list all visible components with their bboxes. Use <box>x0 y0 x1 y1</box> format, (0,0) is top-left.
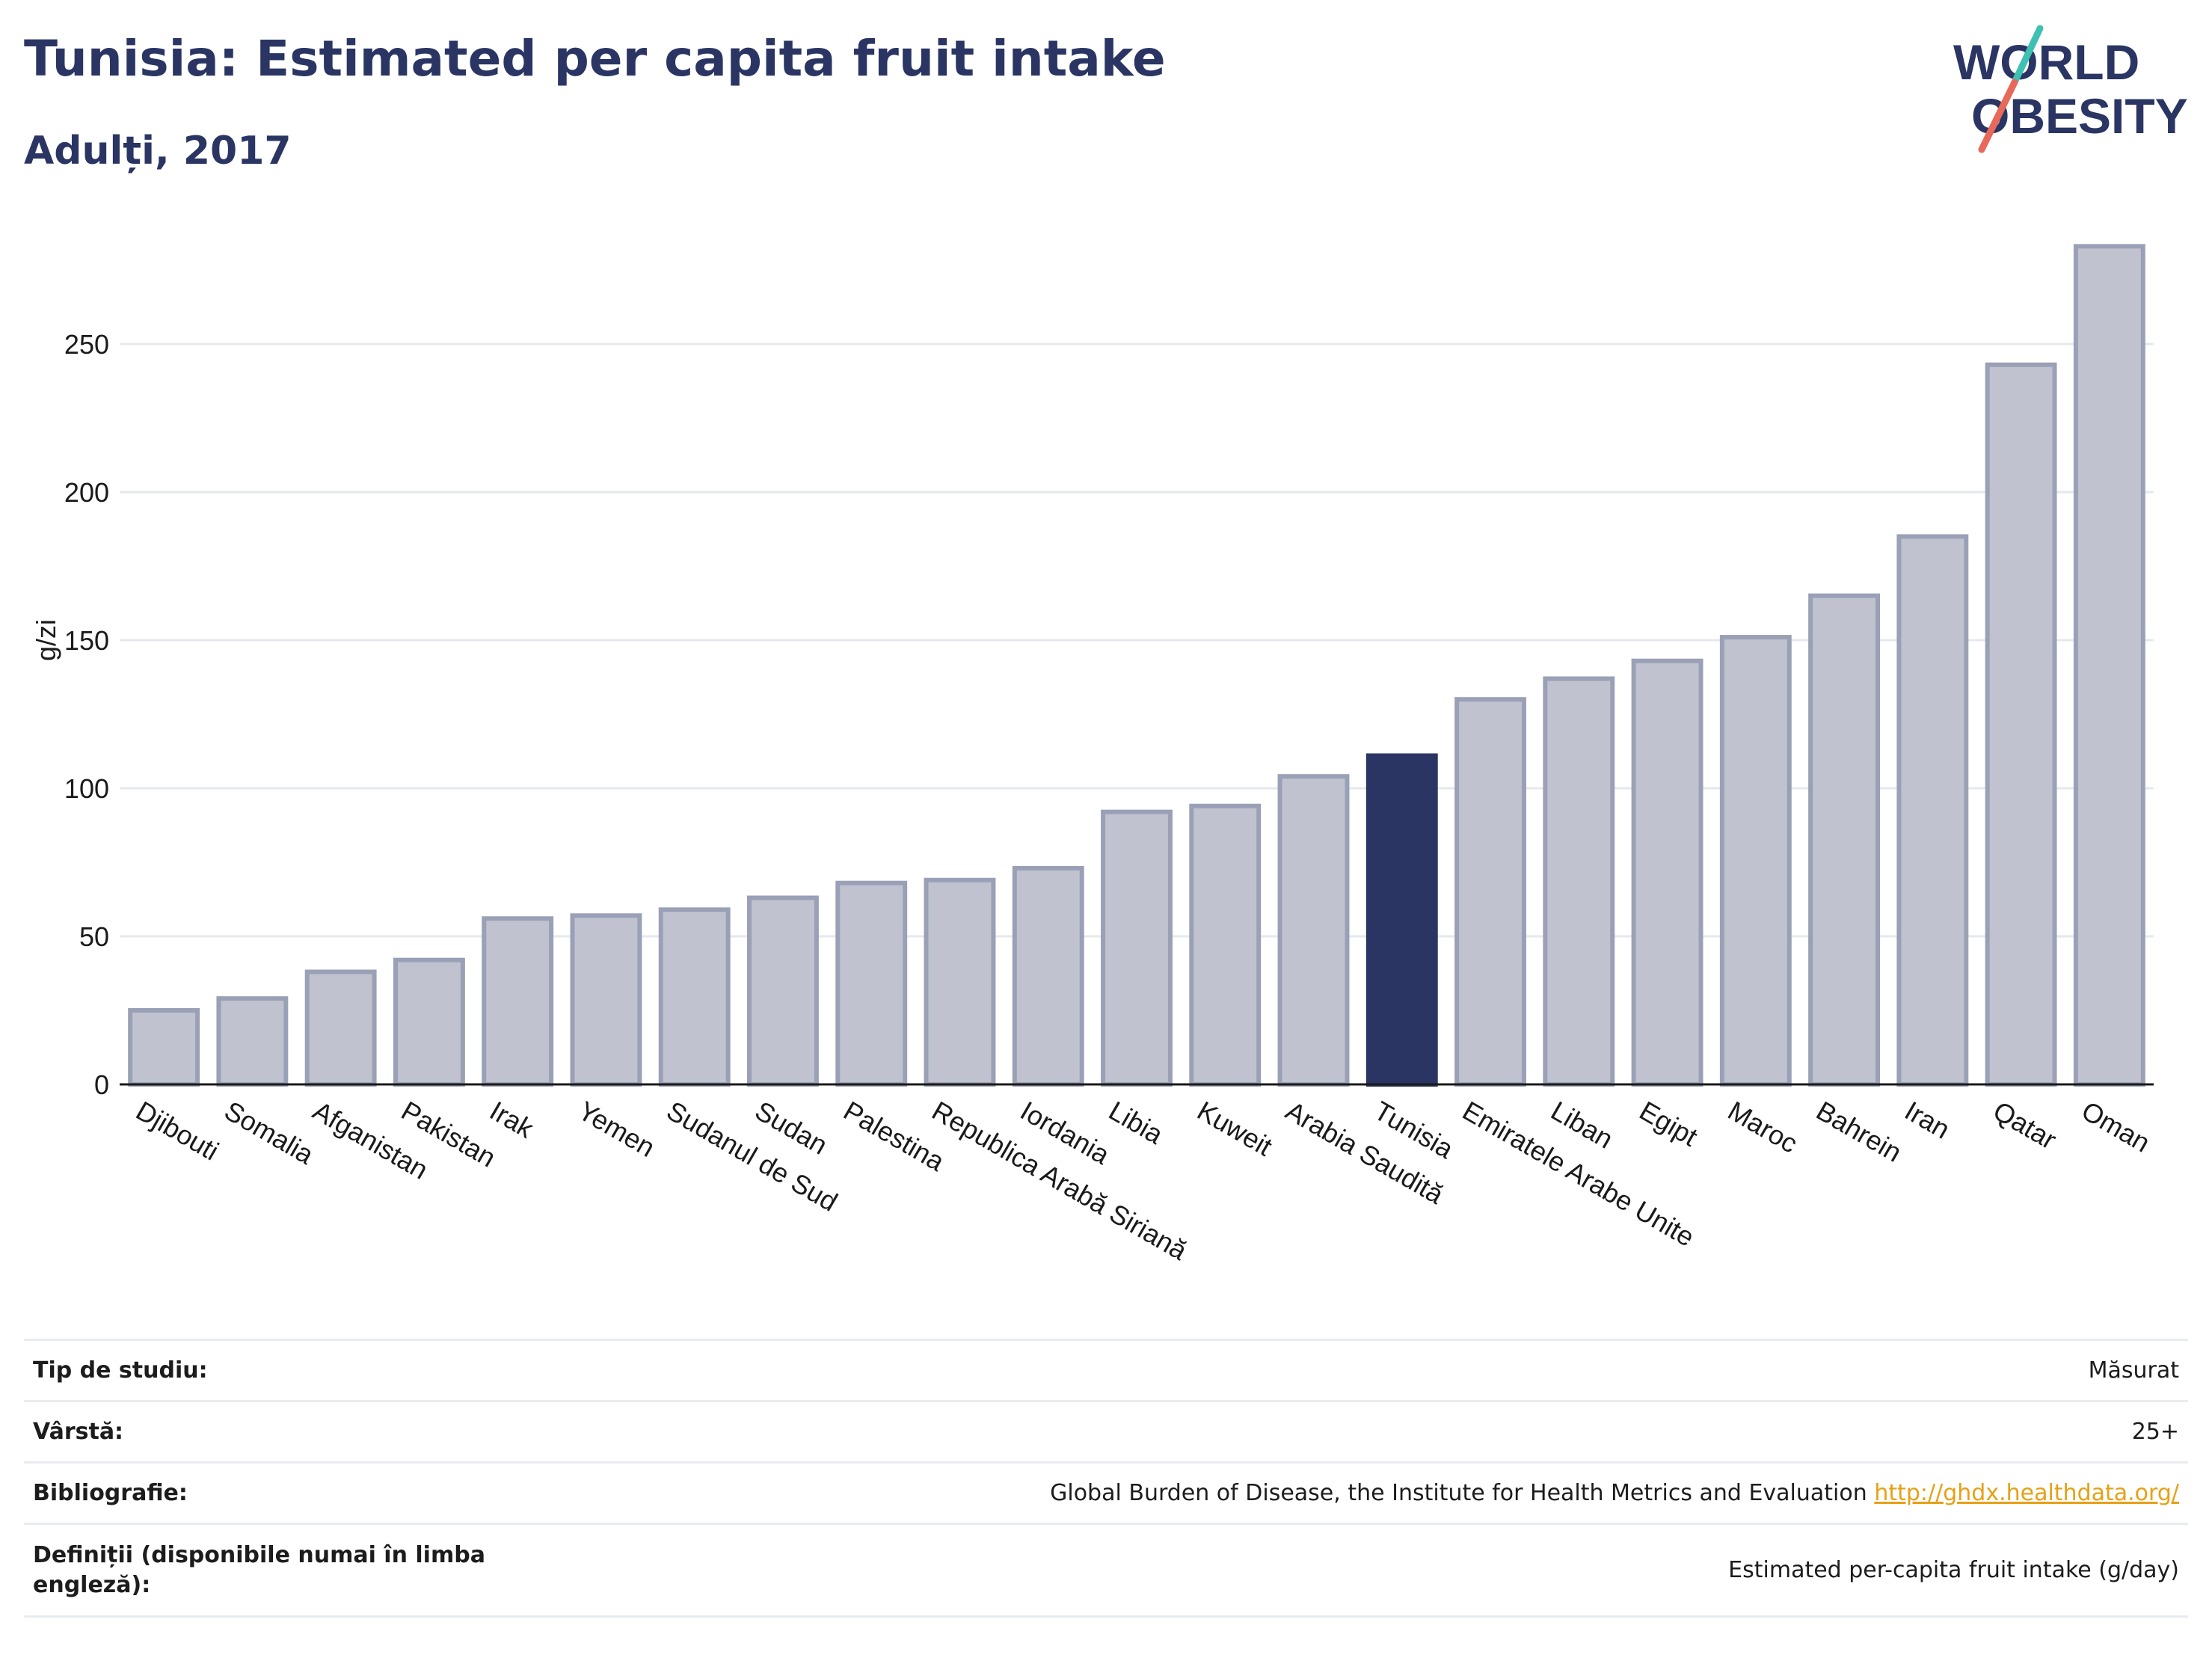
y-tick-label: 200 <box>64 477 109 508</box>
bar-republica-arabă-siriană <box>924 877 996 1087</box>
chart-title: Tunisia: Estimated per capita fruit inta… <box>24 30 1166 87</box>
y-tick-label: 150 <box>64 625 109 656</box>
y-tick-label: 100 <box>64 773 109 804</box>
bar-libia <box>1101 809 1173 1087</box>
y-axis-label: g/zi <box>31 619 61 661</box>
info-key: Tip de studiu: <box>24 1339 520 1402</box>
bar-iran <box>1896 534 1969 1087</box>
x-tick-label: Palestina <box>838 1095 950 1177</box>
x-tick-label: Bahrein <box>1811 1095 1907 1168</box>
bar-maroc <box>1719 635 1792 1087</box>
bar-iordania <box>1012 865 1084 1087</box>
x-tick-label: Egipt <box>1635 1095 1703 1152</box>
info-row-definitions: Definiții (disponibile numai în limba en… <box>24 1523 2188 1618</box>
y-tick-label: 50 <box>79 921 109 952</box>
info-value: Global Burden of Disease, the Institute … <box>1050 1480 1867 1506</box>
info-row-age: Vârstă: 25+ <box>24 1400 2188 1464</box>
bar-arabia-saudită <box>1277 774 1350 1087</box>
info-value: Măsurat <box>520 1339 2188 1402</box>
info-value: Estimated per-capita fruit intake (g/day… <box>520 1523 2188 1618</box>
bar-liban <box>1543 676 1615 1087</box>
bar-sudan <box>747 895 819 1087</box>
bar-qatar <box>1985 362 2057 1087</box>
y-axis-ticks: 0 50 100 150 200 250 <box>64 329 109 1100</box>
chart-subtitle: Adulți, 2017 <box>24 129 292 174</box>
bar-kuweit <box>1189 803 1262 1087</box>
info-key: Vârstă: <box>24 1400 520 1464</box>
bar-chart: 0 50 100 150 200 250 DjiboutiSomaliaAfganista… <box>31 244 2155 1266</box>
x-tick-label: Qatar <box>1988 1095 2062 1155</box>
bars <box>128 244 2145 1087</box>
x-tick-label: Yemen <box>573 1095 660 1163</box>
info-key: Bibliografie: <box>24 1461 520 1525</box>
bar-somalia <box>216 996 289 1087</box>
bar-sudanul-de-sud <box>658 907 731 1087</box>
logo-slash-teal <box>2011 25 2044 86</box>
bar-tunisia <box>1365 753 1438 1087</box>
info-row-study-type: Tip de studiu: Măsurat <box>24 1339 2188 1402</box>
x-tick-label: Maroc <box>1723 1095 1803 1159</box>
bar-afganistan <box>304 969 377 1087</box>
bar-egipt <box>1631 658 1703 1087</box>
x-tick-label: Oman <box>2077 1095 2155 1158</box>
x-tick-label: Djibouti <box>131 1095 224 1167</box>
bar-bahrein <box>1808 593 1881 1087</box>
info-key: Definiții (disponibile numai în limba en… <box>24 1523 520 1618</box>
bar-oman <box>2073 244 2145 1087</box>
x-tick-label: Irak <box>485 1095 539 1144</box>
info-row-bibliography: Bibliografie: Global Burden of Disease, … <box>24 1461 2188 1525</box>
bar-emiratele-arabe-unite <box>1454 697 1526 1087</box>
logo-word-obesity: OBESITY <box>1971 88 2188 144</box>
y-tick-label: 0 <box>94 1069 109 1100</box>
y-tick-label: 250 <box>64 329 109 360</box>
bar-djibouti <box>128 1008 200 1087</box>
info-value: 25+ <box>520 1400 2188 1464</box>
bar-irak <box>482 916 554 1087</box>
logo-slash-red <box>1978 79 2018 153</box>
info-value-cell: Global Burden of Disease, the Institute … <box>520 1461 2188 1525</box>
bar-pakistan <box>393 957 465 1087</box>
info-table: Tip de studiu: Măsurat Vârstă: 25+ Bibli… <box>24 1339 2188 1618</box>
bar-yemen <box>570 913 642 1087</box>
source-link[interactable]: http://ghdx.healthdata.org/ <box>1874 1480 2179 1506</box>
x-tick-label: Iran <box>1899 1095 1955 1145</box>
logo-word-world: WORLD <box>1953 34 2139 90</box>
world-obesity-logo: WORLD OBESITY <box>1953 25 2188 153</box>
x-tick-label: Kuweit <box>1192 1095 1277 1162</box>
bar-palestina <box>835 880 908 1087</box>
x-tick-label: Somalia <box>219 1095 319 1170</box>
